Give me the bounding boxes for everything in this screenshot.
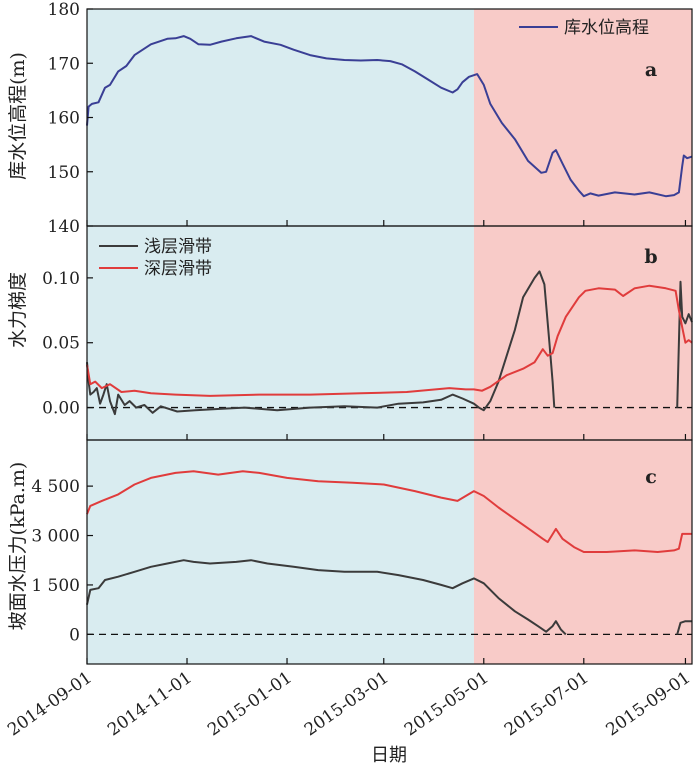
- shade-a-0: [87, 9, 474, 226]
- ylabel-b: 水力梯度: [7, 272, 29, 348]
- ytick-label-a-2: 160: [48, 109, 80, 129]
- panel-label-c: c: [645, 466, 657, 488]
- legend-a: 库水位高程: [519, 18, 649, 38]
- frame-c: [86, 439, 693, 665]
- ytick-label-c-3: 4 500: [31, 477, 80, 497]
- series-layer: [86, 35, 693, 636]
- ytick-label-b-0: 0.00: [42, 399, 80, 419]
- ytick-label-b-2: 0.10: [42, 269, 80, 289]
- xlabel: 日期: [371, 745, 407, 766]
- xtick-label-4: 2015-05-01: [401, 668, 493, 741]
- ytick-label-a-0: 140: [48, 217, 80, 237]
- panel-label-a: a: [645, 59, 657, 81]
- ytick-label-c-0: 0: [69, 625, 80, 645]
- xtick-label-6: 2015-09-01: [603, 668, 695, 741]
- series-b-0: [86, 270, 556, 416]
- xtick-label-2: 2015-01-01: [204, 668, 296, 741]
- shading-layer: [87, 9, 692, 664]
- series-c-0: [86, 559, 567, 636]
- xtick-label-5: 2015-07-01: [501, 668, 593, 741]
- ytick-label-c-2: 3 000: [31, 527, 80, 547]
- series-b-0-seg2: [676, 280, 693, 408]
- shade-b-1: [473, 226, 692, 440]
- ytick-label-b-1: 0.05: [42, 334, 80, 354]
- ylabel-c: 坡面水压力(kPa.m): [7, 462, 29, 631]
- legend-a-label-0: 库水位高程: [564, 18, 649, 38]
- ytick-label-a-1: 150: [48, 163, 80, 183]
- reference-lines: [87, 406, 692, 636]
- legend-b-label-1: 深层滑带: [144, 259, 212, 279]
- xtick-label-1: 2014-11-01: [104, 668, 196, 741]
- series-c-0-seg2: [676, 620, 692, 635]
- series-b-1: [86, 284, 693, 397]
- series-a-0: [86, 35, 693, 198]
- shade-b-0: [87, 226, 474, 440]
- legend-b: 浅层滑带 深层滑带: [99, 237, 212, 279]
- ytick-label-c-1: 1 500: [31, 576, 80, 596]
- ylabel-a: 库水位高程(m): [7, 52, 29, 180]
- ytick-label-a-3: 170: [48, 54, 80, 74]
- ytick-label-a-4: 180: [48, 0, 80, 20]
- legend-b-label-0: 浅层滑带: [144, 237, 212, 257]
- xtick-label-0: 2014-09-01: [4, 668, 96, 741]
- panel-label-b: b: [644, 246, 657, 268]
- shade-c-0: [87, 440, 474, 664]
- xtick-label-3: 2015-03-01: [301, 668, 393, 741]
- shade-a-1: [473, 9, 692, 226]
- series-c-1: [86, 470, 692, 553]
